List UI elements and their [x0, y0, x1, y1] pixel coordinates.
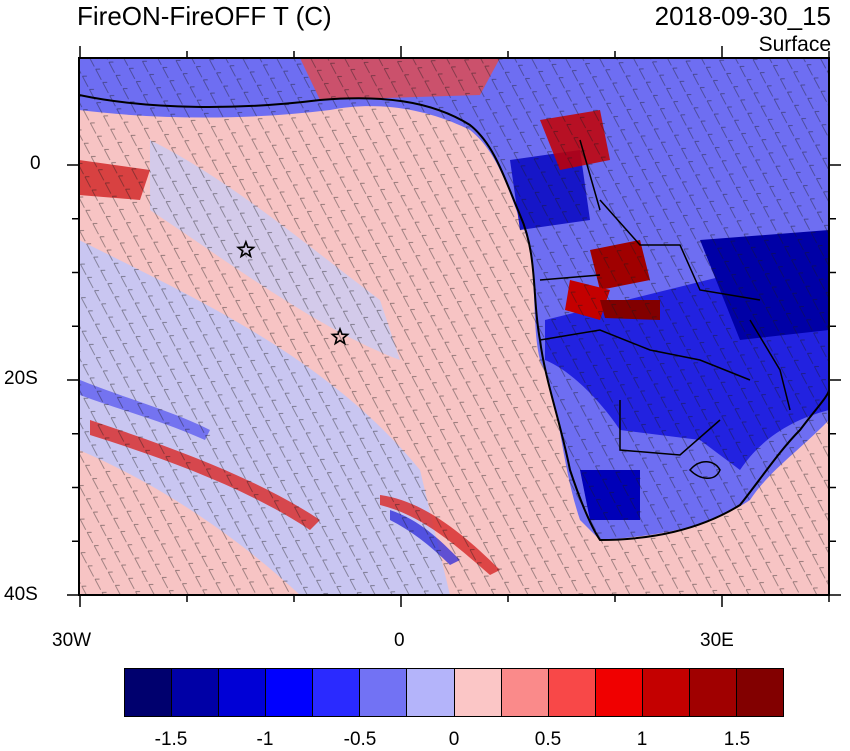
colorbar-box — [737, 669, 784, 716]
star-marker — [330, 326, 350, 346]
lat-label-40s: 40S — [4, 584, 38, 605]
colorbar-label: -1 — [256, 729, 274, 750]
colorbar-label: 1 — [636, 729, 648, 750]
colorbar-label: 1.5 — [723, 729, 751, 750]
colorbar — [124, 668, 784, 717]
star-markers — [236, 239, 350, 346]
colorbar-box — [407, 669, 455, 716]
lat-label-20s: 20S — [4, 368, 38, 389]
lon-label-0: 0 — [394, 630, 405, 651]
level-label: Surface — [758, 33, 831, 56]
colorbar-box — [595, 669, 643, 716]
colorbar-box — [219, 669, 267, 716]
lon-label-30e: 30E — [700, 630, 734, 651]
colorbar-box — [172, 669, 220, 716]
wind-barbs-overlay — [79, 58, 829, 595]
map-plot-area — [79, 58, 829, 595]
colorbar-box — [501, 669, 549, 716]
lat-label-0: 0 — [30, 153, 41, 174]
star-marker — [236, 239, 256, 259]
coastline — [79, 94, 829, 542]
colorbar-label: -0.5 — [343, 729, 377, 750]
colorbar-box — [689, 669, 738, 716]
colorbar-label: -1.5 — [154, 729, 188, 750]
colorbar-box — [454, 669, 502, 716]
plot-title: FireON-FireOFF T (C) — [77, 1, 332, 31]
lon-label-30w: 30W — [52, 630, 92, 651]
colorbar-box — [548, 669, 596, 716]
colorbar-box — [266, 669, 314, 716]
colorbar-box — [125, 669, 173, 716]
datetime-label: 2018-09-30_15 — [654, 1, 831, 31]
colorbar-label: 0 — [448, 729, 460, 750]
colorbar-box — [313, 669, 361, 716]
axis-ticks — [67, 46, 841, 607]
colorbar-label: 0.5 — [534, 729, 562, 750]
country-borders — [539, 139, 791, 479]
colorbar-box — [642, 669, 690, 716]
colorbar-box — [360, 669, 408, 716]
